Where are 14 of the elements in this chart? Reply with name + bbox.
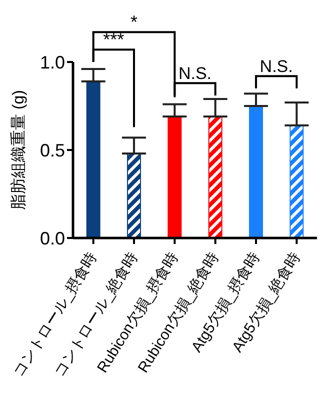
annotation: N.S. <box>178 64 212 84</box>
y-tick-label: 0.0 <box>40 228 65 248</box>
text: *** <box>103 30 124 50</box>
bar <box>168 116 182 238</box>
text: * <box>130 12 138 32</box>
annotation: N.S. <box>260 57 293 76</box>
y-axis-title: 脂肪組織重量 (g) <box>10 90 28 210</box>
y-tick-label: 0.5 <box>40 140 65 160</box>
bar <box>86 80 100 238</box>
bar <box>126 153 141 238</box>
y-tick-label: 1.0 <box>40 52 65 72</box>
bar <box>290 124 304 238</box>
bar <box>208 116 222 238</box>
bar <box>248 106 263 238</box>
